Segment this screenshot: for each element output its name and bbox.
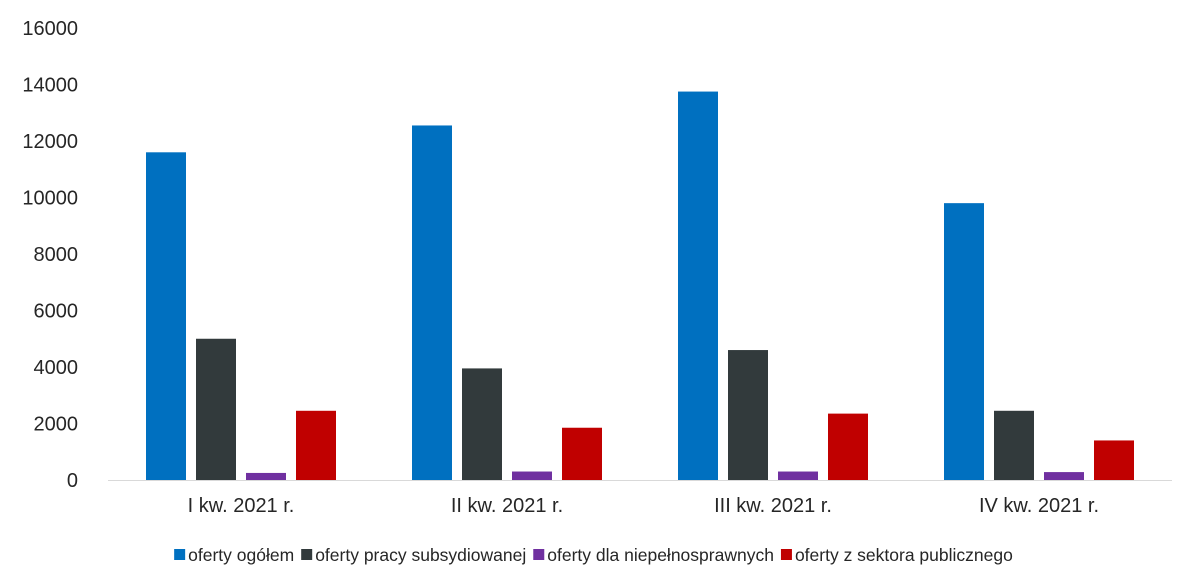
legend-label: oferty pracy subsydiowanej	[315, 545, 526, 565]
legend-swatch	[174, 549, 186, 560]
y-tick-label: 6000	[34, 301, 79, 323]
bar-oferty-ogółem-3	[678, 91, 718, 480]
bar-oferty-z-sektora-publicznego-4	[1094, 440, 1134, 480]
y-tick-label: 0	[67, 470, 78, 492]
bar-oferty-pracy-subsydiowanej-4	[994, 410, 1034, 480]
bar-oferty-dla-niepełnosprawnych-4	[1044, 472, 1084, 480]
y-tick-label: 10000	[22, 188, 78, 210]
bar-oferty-dla-niepełnosprawnych-2	[512, 471, 552, 480]
bar-oferty-pracy-subsydiowanej-1	[196, 338, 236, 480]
y-tick-label: 16000	[22, 18, 78, 40]
legend-label: oferty z sektora publicznego	[795, 545, 1013, 565]
x-category-label: I kw. 2021 r.	[188, 495, 295, 517]
bar-oferty-dla-niepełnosprawnych-3	[778, 471, 818, 480]
legend-item: oferty pracy subsydiowanej	[301, 545, 526, 565]
x-category-label: IV kw. 2021 r.	[979, 495, 1099, 517]
x-category-label: III kw. 2021 r.	[714, 495, 832, 517]
y-tick-label: 14000	[22, 75, 78, 97]
legend: oferty ogółem oferty pracy subsydiowanej o…	[174, 545, 1013, 565]
y-tick-label: 12000	[22, 131, 78, 153]
x-axis-category-labels: I kw. 2021 r. II kw. 2021 r. III kw. 2021 …	[188, 495, 1099, 517]
bar-oferty-ogółem-1	[146, 152, 186, 481]
bars	[146, 91, 1134, 481]
y-tick-label: 4000	[34, 357, 79, 379]
y-axis-tick-labels: 0 2000 4000 6000 8000 10000 12000 14000 16000	[22, 18, 78, 492]
y-tick-label: 8000	[34, 244, 79, 266]
legend-item: oferty dla niepełnosprawnych	[533, 545, 774, 565]
bar-oferty-z-sektora-publicznego-2	[562, 427, 602, 480]
legend-label: oferty dla niepełnosprawnych	[547, 545, 774, 565]
bar-oferty-dla-niepełnosprawnych-1	[246, 472, 286, 480]
legend-swatch	[301, 549, 313, 560]
bar-oferty-z-sektora-publicznego-3	[828, 413, 868, 480]
legend-item: oferty z sektora publicznego	[780, 545, 1013, 565]
legend-swatch	[780, 549, 792, 560]
bar-oferty-z-sektora-publicznego-1	[296, 410, 336, 480]
bar-oferty-ogółem-2	[412, 125, 452, 481]
bar-oferty-pracy-subsydiowanej-3	[728, 350, 768, 480]
legend-item: oferty ogółem	[174, 545, 294, 565]
y-tick-label: 2000	[34, 414, 79, 436]
x-category-label: II kw. 2021 r.	[451, 495, 563, 517]
bar-oferty-pracy-subsydiowanej-2	[462, 368, 502, 480]
legend-swatch	[533, 549, 545, 560]
legend-label: oferty ogółem	[188, 545, 294, 565]
bar-oferty-ogółem-4	[944, 203, 984, 480]
